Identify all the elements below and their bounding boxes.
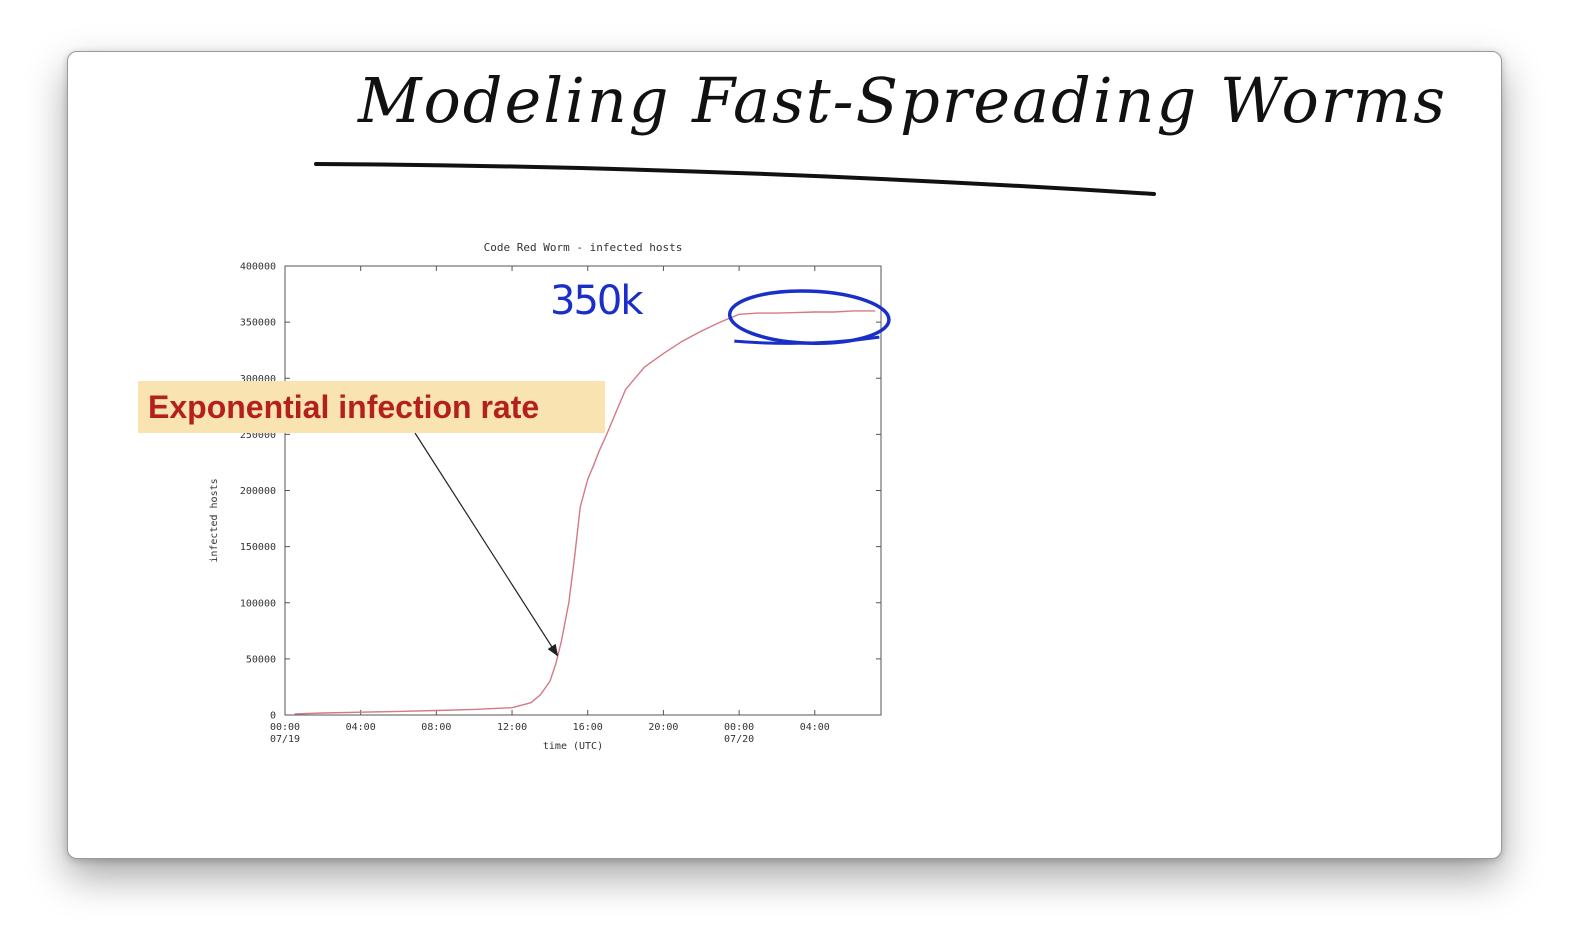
y-tick-label: 400000: [240, 262, 276, 273]
callout-text: Exponential infection rate: [148, 388, 540, 425]
series-layer: [294, 310, 876, 715]
y-tick-label: 300000: [240, 374, 276, 385]
highlight-ellipse: [727, 289, 891, 346]
y-axis: 0 50000 100000 150000 200000 250000 300000 3500…: [240, 262, 881, 722]
infection-chart: 0 50000 100000 150000 200000 250000 300000 3500…: [209, 241, 891, 752]
x-tick-label: 04:00: [800, 722, 830, 733]
handwritten-note: 350k: [550, 278, 644, 324]
title-underline: [314, 162, 1156, 196]
x-tick-label: 04:00: [346, 722, 376, 733]
plot-area: [284, 265, 882, 716]
x-tick-label: 00:00: [724, 722, 754, 733]
y-tick-label: 250000: [240, 430, 276, 441]
x-tick-label: 00:00: [270, 722, 300, 733]
annotation-arrow: [414, 432, 559, 657]
y-tick-label: 50000: [246, 654, 276, 665]
callout-box: Exponential infection rate: [138, 381, 605, 433]
chart-title: Code Red Worm - infected hosts: [484, 241, 683, 254]
series-line: [294, 310, 876, 715]
slide-window: Modeling Fast-Spreading Worms 0 50000 1000…: [67, 51, 1502, 859]
y-tick-label: 0: [270, 711, 276, 722]
highlight-stroke: [734, 335, 880, 345]
annotation-layer: [414, 289, 891, 657]
chart-frame: [284, 265, 882, 716]
x-axis-label: time (UTC): [543, 741, 603, 752]
x-tick-label: 16:00: [573, 722, 603, 733]
y-axis-label: infected hosts: [209, 478, 220, 562]
x-tick-label: 08:00: [421, 722, 451, 733]
y-tick-label: 350000: [240, 318, 276, 329]
x-tick-sublabel: 07/20: [724, 734, 754, 745]
y-tick-label: 100000: [240, 598, 276, 609]
x-tick-label: 20:00: [648, 722, 678, 733]
y-tick-label: 150000: [240, 542, 276, 553]
x-tick-sublabel: 07/19: [270, 734, 300, 745]
y-tick-label: 200000: [240, 486, 276, 497]
x-tick-label: 12:00: [497, 722, 527, 733]
